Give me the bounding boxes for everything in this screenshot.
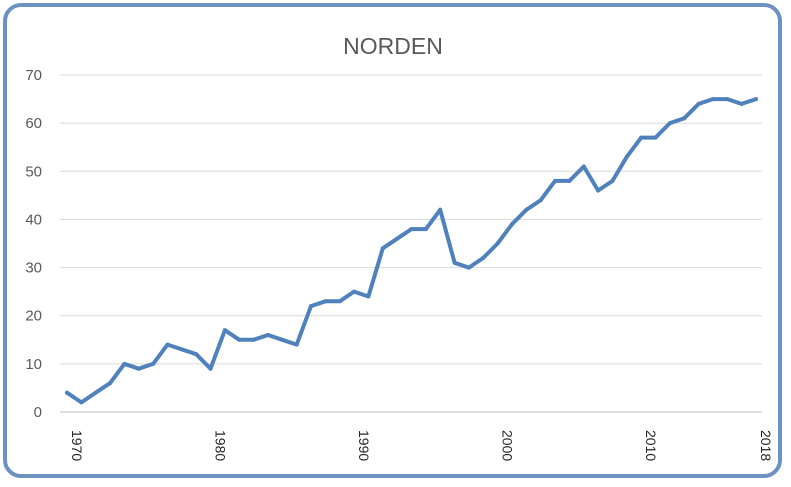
x-tick-label: 1990 — [356, 430, 372, 461]
data-point — [352, 289, 357, 294]
data-point — [624, 154, 629, 159]
x-tick-label: 1970 — [69, 430, 85, 461]
data-point — [222, 328, 227, 333]
y-tick-label: 60 — [25, 115, 42, 132]
data-point — [294, 342, 299, 347]
data-point — [538, 198, 543, 203]
data-point — [754, 97, 758, 102]
x-tick-label: 1980 — [213, 430, 229, 461]
series-line — [65, 97, 758, 405]
data-point — [739, 101, 744, 106]
data-point — [466, 265, 471, 270]
data-point — [524, 207, 529, 212]
y-tick-label: 10 — [25, 356, 42, 373]
y-tick-label: 20 — [25, 308, 42, 325]
data-point — [696, 101, 701, 106]
data-point — [79, 400, 84, 405]
data-point — [495, 241, 500, 246]
gridlines — [60, 74, 762, 413]
data-point — [610, 178, 615, 183]
data-point — [710, 97, 715, 102]
data-point — [452, 260, 457, 265]
data-point — [653, 135, 658, 140]
data-point — [266, 333, 270, 337]
data-point — [179, 347, 184, 352]
data-point — [151, 361, 156, 366]
data-point — [725, 97, 730, 102]
data-point — [581, 164, 586, 169]
data-point — [682, 116, 687, 121]
chart-title: NORDEN — [343, 33, 443, 59]
y-tick-label: 40 — [25, 211, 42, 228]
data-point — [93, 390, 98, 395]
data-point — [323, 299, 328, 304]
y-tick-label: 70 — [25, 67, 42, 84]
data-point — [251, 337, 256, 342]
y-tick-label: 50 — [25, 163, 42, 180]
data-point — [237, 337, 242, 342]
data-point — [366, 294, 371, 299]
data-point — [380, 246, 385, 251]
data-point — [409, 227, 414, 232]
y-axis-ticks: 0 10 20 30 40 50 60 70 — [25, 67, 42, 421]
y-tick-label: 0 — [34, 404, 42, 421]
data-point — [395, 236, 400, 241]
x-tick-label: 2010 — [643, 430, 659, 461]
data-point — [65, 390, 69, 395]
data-point — [108, 381, 113, 386]
data-point — [337, 299, 342, 304]
data-point — [553, 178, 557, 183]
data-point — [438, 207, 443, 212]
data-point — [309, 304, 313, 309]
x-tick-label: 2000 — [500, 430, 516, 461]
data-point — [639, 135, 644, 140]
data-point — [208, 366, 213, 371]
data-point — [194, 352, 199, 357]
data-point — [481, 255, 486, 260]
data-point — [567, 178, 572, 183]
data-point — [596, 188, 601, 193]
data-point — [280, 337, 285, 342]
data-point — [136, 366, 141, 371]
y-tick-label: 30 — [25, 260, 42, 277]
data-point — [165, 342, 170, 347]
data-point — [667, 121, 672, 126]
x-axis-ticks: 1970 1980 1990 2000 2010 2018 — [69, 430, 774, 461]
data-point — [423, 227, 428, 232]
data-point — [510, 222, 514, 227]
data-point — [122, 361, 127, 366]
series-group — [65, 97, 758, 405]
x-tick-label: 2018 — [758, 430, 774, 461]
